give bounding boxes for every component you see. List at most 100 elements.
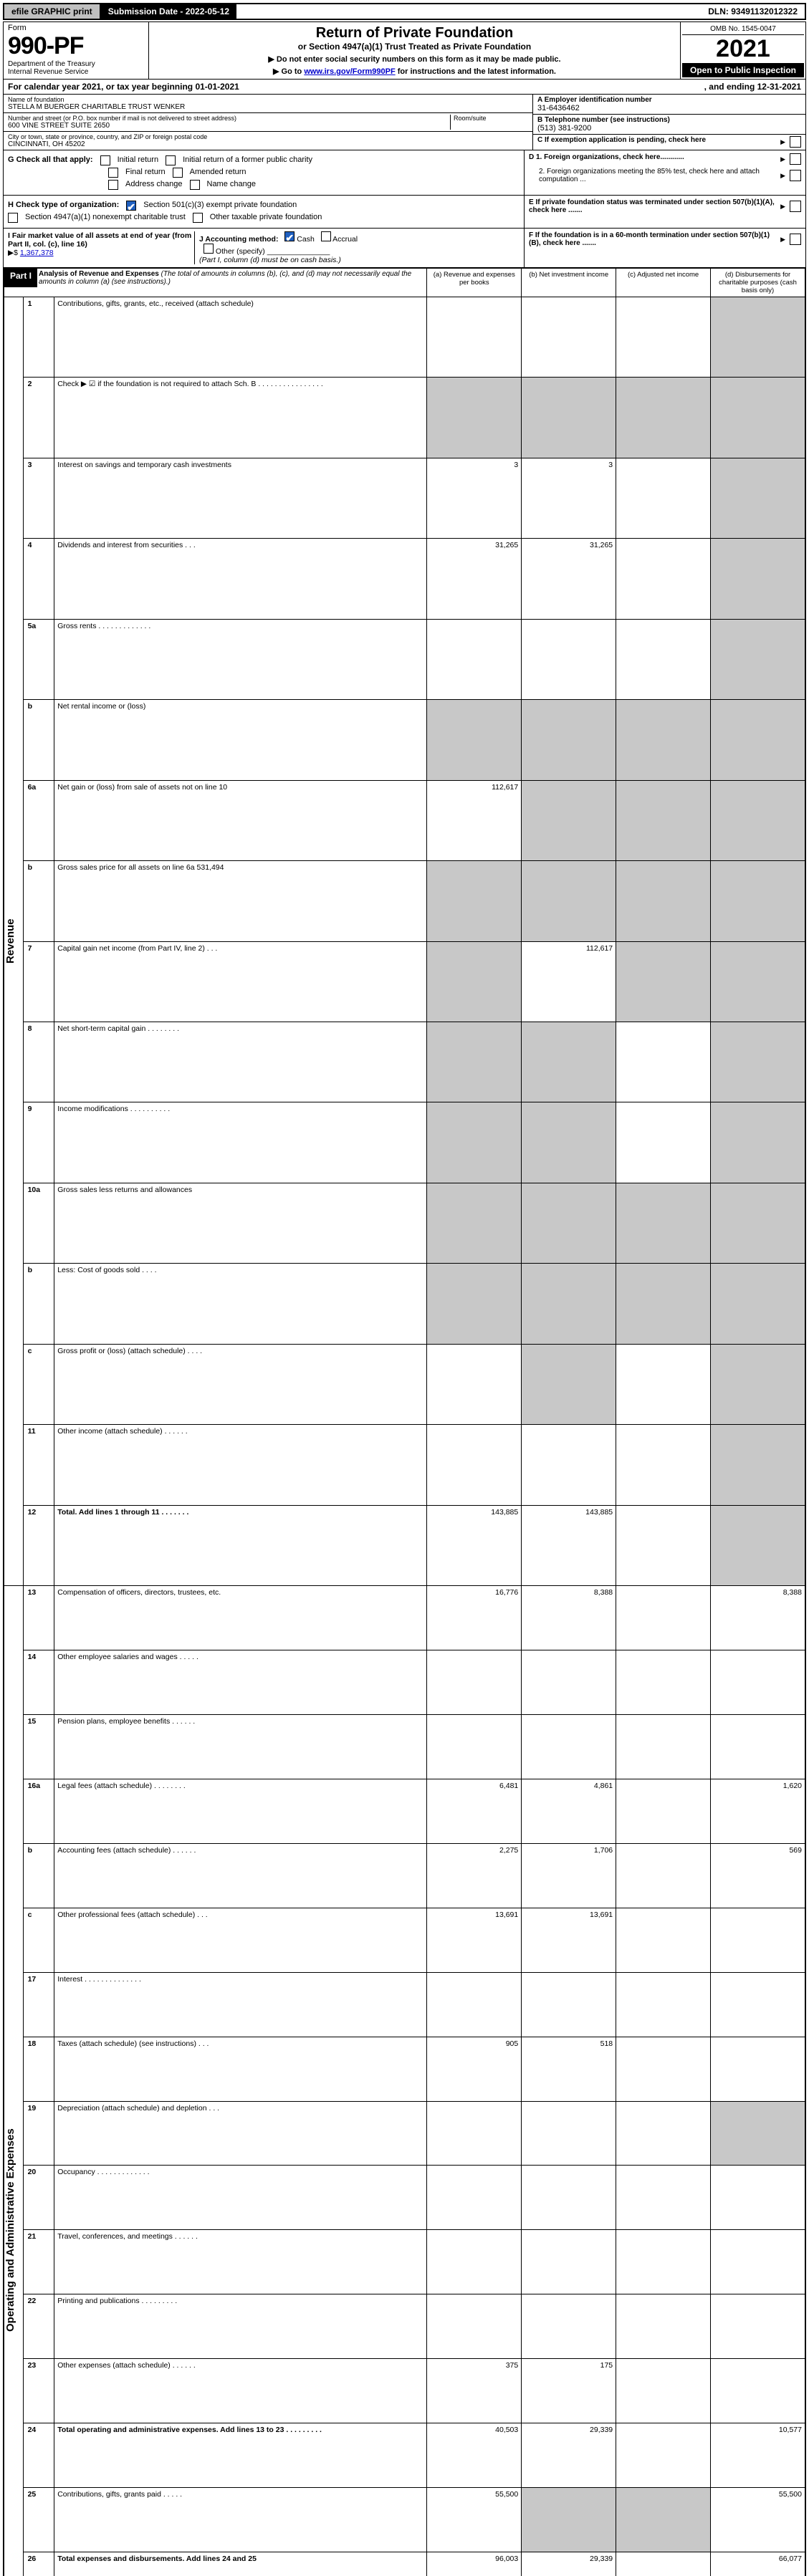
line-label: Net rental income or (loss) bbox=[54, 700, 427, 780]
cell bbox=[711, 700, 805, 780]
cell bbox=[616, 2488, 711, 2552]
arrow-icon bbox=[780, 138, 787, 146]
g4-checkbox[interactable] bbox=[173, 168, 183, 178]
d2-checkbox[interactable] bbox=[790, 170, 801, 181]
line-label: Contributions, gifts, grants paid . . . … bbox=[54, 2488, 427, 2552]
cell bbox=[427, 2101, 522, 2166]
g6-label: Name change bbox=[207, 180, 257, 190]
cell: 375 bbox=[427, 2359, 522, 2423]
line-num: 24 bbox=[23, 2423, 54, 2488]
line-label: Compensation of officers, directors, tru… bbox=[54, 1586, 427, 1650]
j-accrual-checkbox[interactable] bbox=[321, 231, 331, 241]
d1-checkbox[interactable] bbox=[790, 153, 801, 165]
cell bbox=[616, 861, 711, 941]
col-d-header: (d) Disbursements for charitable purpose… bbox=[711, 269, 805, 297]
cell bbox=[711, 458, 805, 538]
cal-year-begin: For calendar year 2021, or tax year begi… bbox=[8, 82, 239, 92]
col-a-header: (a) Revenue and expenses per books bbox=[427, 269, 522, 297]
cell bbox=[616, 1102, 711, 1183]
c-checkbox[interactable] bbox=[790, 136, 801, 148]
line-label: Net gain or (loss) from sale of assets n… bbox=[54, 780, 427, 860]
line-label: Other income (attach schedule) . . . . .… bbox=[54, 1425, 427, 1505]
cell bbox=[427, 1714, 522, 1779]
cell: 31,265 bbox=[427, 539, 522, 619]
line-num: 25 bbox=[23, 2488, 54, 2552]
foundation-name: STELLA M BUERGER CHARITABLE TRUST WENKER bbox=[8, 103, 528, 111]
line-num: 14 bbox=[23, 1650, 54, 1714]
cell bbox=[522, 1264, 616, 1344]
cell bbox=[427, 378, 522, 458]
d2-label: 2. Foreign organizations meeting the 85%… bbox=[529, 168, 780, 183]
line-num: 22 bbox=[23, 2294, 54, 2359]
cell bbox=[711, 2166, 805, 2230]
cell bbox=[711, 1650, 805, 1714]
h3-checkbox[interactable] bbox=[193, 213, 203, 223]
cell bbox=[522, 1972, 616, 2037]
j-label: J Accounting method: bbox=[199, 235, 278, 244]
line-num: 5a bbox=[23, 619, 54, 699]
cell: 905 bbox=[427, 2037, 522, 2101]
g6-checkbox[interactable] bbox=[190, 180, 200, 190]
line-label: Pension plans, employee benefits . . . .… bbox=[54, 1714, 427, 1779]
line-num: 19 bbox=[23, 2101, 54, 2166]
cell: 518 bbox=[522, 2037, 616, 2101]
cell: 4,861 bbox=[522, 1779, 616, 1843]
g3-checkbox[interactable] bbox=[108, 168, 118, 178]
note2-post: for instructions and the latest informat… bbox=[396, 67, 556, 76]
f-checkbox[interactable] bbox=[790, 234, 801, 245]
form-number: 990-PF bbox=[8, 32, 144, 60]
fmv-value[interactable]: 1,367,378 bbox=[20, 249, 54, 257]
g2-checkbox[interactable] bbox=[166, 155, 176, 165]
cell bbox=[522, 861, 616, 941]
e-checkbox[interactable] bbox=[790, 201, 801, 212]
room-label: Room/suite bbox=[450, 115, 528, 130]
line-label: Gross sales price for all assets on line… bbox=[54, 861, 427, 941]
cell bbox=[711, 2037, 805, 2101]
j-other-checkbox[interactable] bbox=[204, 244, 214, 254]
cell bbox=[711, 2359, 805, 2423]
h-label: H Check type of organization: bbox=[8, 201, 119, 211]
cell bbox=[427, 1972, 522, 2037]
g1-checkbox[interactable] bbox=[100, 155, 110, 165]
cell bbox=[616, 2101, 711, 2166]
cell: 13,691 bbox=[522, 1908, 616, 1972]
cell bbox=[522, 378, 616, 458]
e-label: E If private foundation status was termi… bbox=[529, 198, 775, 214]
col-c-header: (c) Adjusted net income bbox=[616, 269, 711, 297]
line-num: 20 bbox=[23, 2166, 54, 2230]
line-label: Legal fees (attach schedule) . . . . . .… bbox=[54, 1779, 427, 1843]
cell bbox=[711, 861, 805, 941]
cell bbox=[522, 1714, 616, 1779]
line-label: Other expenses (attach schedule) . . . .… bbox=[54, 2359, 427, 2423]
ein-value: 31-6436462 bbox=[537, 104, 801, 112]
c-label: C If exemption application is pending, c… bbox=[537, 136, 780, 148]
col-b-header: (b) Net investment income bbox=[522, 269, 616, 297]
cell bbox=[427, 1022, 522, 1102]
form-subtitle: or Section 4947(a)(1) Trust Treated as P… bbox=[152, 42, 677, 52]
line-num: 1 bbox=[23, 297, 54, 378]
cell bbox=[427, 1102, 522, 1183]
cell bbox=[522, 1022, 616, 1102]
cell bbox=[616, 780, 711, 860]
g5-checkbox[interactable] bbox=[108, 180, 118, 190]
g4-label: Amended return bbox=[190, 168, 246, 178]
line-num: 23 bbox=[23, 2359, 54, 2423]
instructions-link[interactable]: www.irs.gov/Form990PF bbox=[304, 67, 395, 76]
h2-checkbox[interactable] bbox=[8, 213, 18, 223]
tax-year: 2021 bbox=[682, 35, 804, 63]
j-cash-checkbox[interactable]: ✔ bbox=[284, 231, 295, 241]
line-label: Taxes (attach schedule) (see instruction… bbox=[54, 2037, 427, 2101]
j3-label: Other (specify) bbox=[216, 247, 265, 256]
line-num: 9 bbox=[23, 1102, 54, 1183]
line-num: 6a bbox=[23, 780, 54, 860]
line-num: 11 bbox=[23, 1425, 54, 1505]
efile-print-button[interactable]: efile GRAPHIC print bbox=[4, 4, 101, 19]
g2-label: Initial return of a former public charit… bbox=[183, 155, 312, 165]
line-label: Check ▶ ☑ if the foundation is not requi… bbox=[54, 378, 427, 458]
line-label: Interest . . . . . . . . . . . . . . bbox=[54, 1972, 427, 2037]
cell: 1,620 bbox=[711, 1779, 805, 1843]
line-num: b bbox=[23, 861, 54, 941]
cell: 13,691 bbox=[427, 1908, 522, 1972]
h1-checkbox[interactable]: ✔ bbox=[126, 201, 136, 211]
open-inspection-label: Open to Public Inspection bbox=[682, 63, 804, 77]
